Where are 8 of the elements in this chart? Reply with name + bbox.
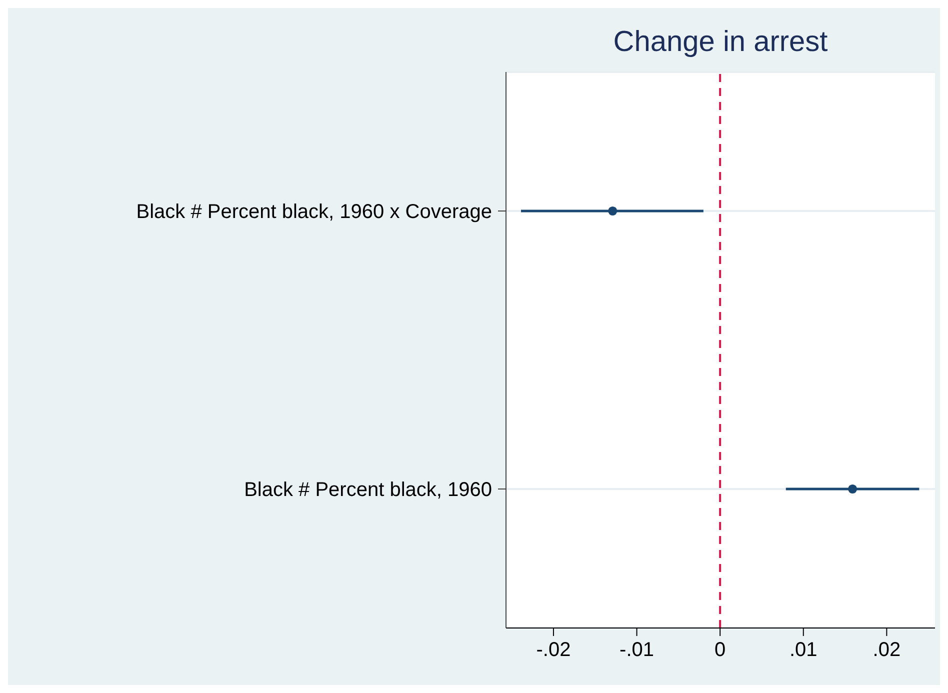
x-tick-label: .01	[789, 639, 818, 662]
x-tick-label: .02	[872, 639, 901, 662]
chart-title: Change in arrest	[612, 26, 829, 59]
y-tick-label: Black # Percent black, 1960 x Coverage	[136, 201, 492, 224]
x-tick-label: -.02	[536, 639, 571, 662]
x-tick-label: 0	[714, 639, 726, 662]
y-tick-label: Black # Percent black, 1960	[244, 479, 492, 502]
x-tick-label: -.01	[620, 639, 654, 662]
